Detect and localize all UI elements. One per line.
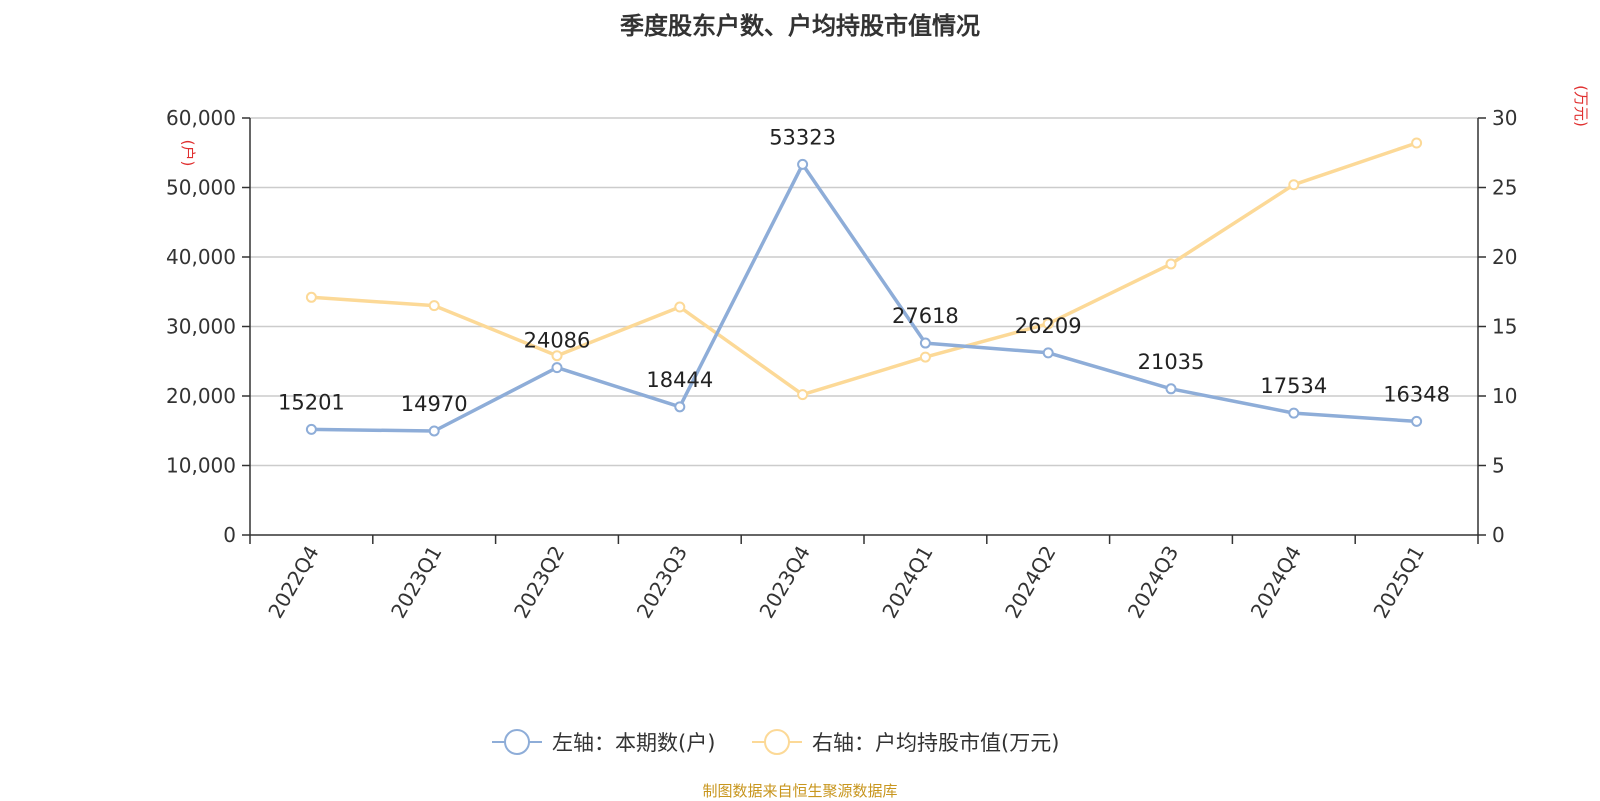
holders-count-point	[1165, 383, 1177, 395]
series-layer	[305, 137, 1423, 437]
right-axis-ticks: 0 5 10 15 20 25 30	[1492, 106, 1517, 547]
data-label: 53323	[769, 125, 836, 149]
left-tick-label: 40,000	[166, 245, 236, 269]
x-tick-label: 2024Q1	[877, 542, 937, 623]
axes	[242, 117, 1486, 544]
x-tick-label: 2024Q4	[1246, 542, 1306, 623]
data-label: 16348	[1383, 382, 1450, 406]
holders-count-point	[797, 158, 809, 170]
avg-holding-value-point	[1042, 318, 1054, 330]
holders-count-point	[305, 423, 317, 435]
avg-holding-value-line	[311, 141, 1418, 397]
left-tick-label: 50,000	[166, 176, 236, 200]
avg-holding-value-point	[1411, 137, 1423, 149]
left-tick-label: 60,000	[166, 106, 236, 130]
avg-holding-value-point	[551, 350, 563, 362]
data-label: 24086	[524, 329, 591, 353]
x-tick-label: 2025Q1	[1368, 542, 1428, 623]
x-tick-label: 2024Q2	[1000, 542, 1060, 623]
avg-holding-value-point	[674, 301, 686, 313]
right-axis-unit: (万元)	[1572, 85, 1590, 127]
left-tick-label: 20,000	[166, 384, 236, 408]
holders-count-point	[551, 362, 563, 374]
holders-count-point	[919, 337, 931, 349]
data-label: 15201	[278, 390, 345, 414]
right-tick-label: 15	[1492, 315, 1517, 339]
avg-holding-value-point	[1288, 179, 1300, 191]
holders-count-point	[1288, 407, 1300, 419]
x-tick-label: 2022Q4	[263, 542, 323, 623]
avg-holding-value-point	[1165, 258, 1177, 270]
right-tick-label: 10	[1492, 384, 1517, 408]
left-axis-ticks: 0 10,000 20,000 30,000 40,000 50,000 60,000	[166, 106, 236, 547]
data-label: 17534	[1260, 374, 1327, 398]
left-tick-label: 30,000	[166, 315, 236, 339]
x-tick-label: 2023Q3	[632, 542, 692, 623]
left-tick-label: 0	[223, 523, 236, 547]
avg-holding-value-point	[305, 291, 317, 303]
right-tick-label: 30	[1492, 106, 1517, 130]
right-tick-label: 20	[1492, 245, 1517, 269]
data-label: 18444	[646, 368, 713, 392]
x-tick-label: 2024Q3	[1123, 542, 1183, 623]
chart: 0 10,000 20,000 30,000 40,000 50,000 60,000 0 5…	[166, 85, 1590, 755]
x-axis-ticks: 2022Q4 2023Q1 2023Q2 2023Q3 2023Q4 2024Q1 2024…	[263, 542, 1429, 623]
holders-count-line	[311, 162, 1417, 433]
left-axis-unit: (户)	[179, 140, 197, 167]
legend-item-avg-holding-value-marker	[764, 729, 790, 755]
holders-count-point	[1411, 415, 1423, 427]
data-labels: 15201 14970 24086 18444 53323 27618 26209 21035…	[278, 125, 1450, 416]
x-tick-label: 2023Q1	[386, 542, 446, 623]
data-label: 21035	[1138, 350, 1205, 374]
gridlines	[250, 117, 1478, 467]
avg-holding-value-point	[797, 389, 809, 401]
holders-count-point	[674, 401, 686, 413]
x-tick-label: 2023Q2	[509, 542, 569, 623]
holders-count-point	[428, 425, 440, 437]
avg-holding-value-point	[428, 300, 440, 312]
x-tick-label: 2023Q4	[754, 542, 814, 623]
source-note: 制图数据来自恒生聚源数据库	[702, 782, 898, 800]
legend-item-holders-count-label: 左轴：本期数(户)	[552, 731, 715, 755]
right-tick-label: 25	[1492, 176, 1517, 200]
legend: 左轴：本期数(户) 右轴：户均持股市值(万元)	[492, 729, 1059, 755]
legend-item-holders-count-marker	[504, 729, 530, 755]
data-label: 26209	[1015, 314, 1082, 338]
avg-holding-value-point	[919, 351, 931, 363]
left-tick-label: 10,000	[166, 454, 236, 478]
right-tick-label: 0	[1492, 523, 1505, 547]
right-tick-label: 5	[1492, 454, 1505, 478]
holders-count-point	[1042, 347, 1054, 359]
data-label: 27618	[892, 304, 959, 328]
legend-item-avg-holding-value-label: 右轴：户均持股市值(万元)	[812, 731, 1059, 755]
data-label: 14970	[401, 392, 468, 416]
chart-title: 季度股东户数、户均持股市值情况	[620, 12, 980, 40]
